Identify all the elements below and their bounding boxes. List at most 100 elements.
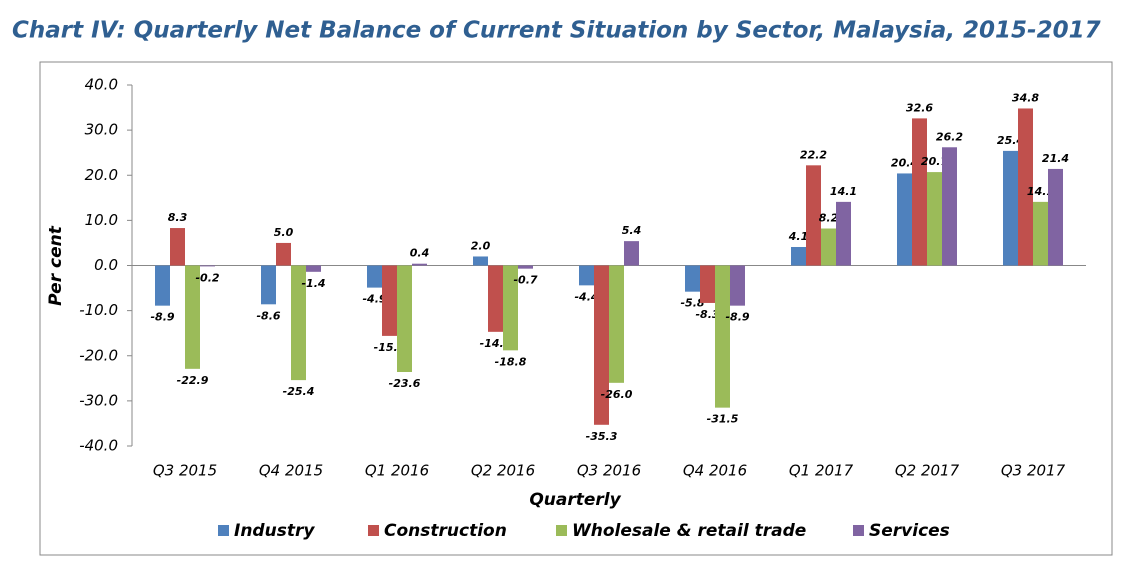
bar	[382, 265, 397, 336]
bar	[594, 265, 609, 425]
value-label: -8.9	[150, 311, 174, 324]
bar	[1048, 168, 1063, 266]
x-tick-label: Q2 2017	[895, 462, 960, 480]
value-label: 21.4	[1042, 152, 1069, 165]
legend-swatch	[368, 525, 379, 536]
x-tick-label: Q1 2016	[365, 462, 429, 480]
bar	[473, 256, 488, 266]
value-label: 8.2	[819, 211, 839, 224]
bar	[503, 265, 518, 351]
legend-label: Construction	[384, 521, 507, 541]
bar	[927, 172, 942, 266]
value-label: -4.4	[574, 290, 598, 303]
value-label: -25.4	[283, 385, 315, 398]
bar	[261, 265, 276, 305]
legend-swatch	[218, 525, 229, 536]
bar	[185, 265, 200, 369]
chart-border	[39, 61, 1113, 556]
value-label: -1.4	[301, 277, 325, 290]
x-tick-label: Q2 2016	[471, 462, 535, 480]
value-label: 0.4	[410, 247, 430, 260]
legend-swatch	[556, 525, 567, 536]
chart-title: Chart IV: Quarterly Net Balance of Curre…	[12, 18, 1101, 44]
bar	[306, 265, 321, 272]
x-tick-label: Q3 2017	[1001, 462, 1066, 480]
bar	[791, 246, 806, 266]
y-tick-label: -10.0	[79, 301, 118, 319]
bar	[624, 241, 639, 266]
bar	[579, 265, 594, 286]
bar	[715, 265, 730, 408]
value-label: -26.0	[601, 388, 633, 401]
y-tick-label: 0.0	[94, 256, 118, 274]
value-label: 14.1	[1027, 185, 1054, 198]
value-label: 4.1	[788, 230, 809, 243]
value-label: 34.8	[1012, 91, 1039, 104]
value-label: 5.0	[274, 226, 294, 239]
bar	[700, 265, 715, 303]
value-label: 22.2	[800, 148, 827, 161]
bar	[397, 265, 412, 372]
bar	[609, 265, 624, 383]
bar	[488, 265, 503, 332]
value-label: -8.6	[256, 309, 280, 322]
bar	[518, 265, 533, 269]
value-label: 32.6	[906, 101, 933, 114]
value-label: 5.4	[622, 224, 642, 237]
value-label: -4.9	[362, 293, 386, 306]
y-tick-label: 30.0	[85, 121, 118, 139]
bar	[200, 265, 215, 267]
value-label: -18.8	[495, 355, 527, 368]
bar	[730, 265, 745, 306]
value-label: 26.2	[936, 130, 963, 143]
x-tick-label: Q3 2016	[577, 462, 641, 480]
y-tick-label: -30.0	[79, 391, 118, 409]
bar	[942, 147, 957, 266]
bar	[291, 265, 306, 381]
value-label: 20.7	[921, 155, 948, 168]
value-label: 8.3	[168, 211, 188, 224]
bar	[912, 118, 927, 266]
x-axis-label: Quarterly	[529, 490, 621, 510]
x-tick-label: Q4 2015	[259, 462, 323, 480]
value-label: -8.9	[725, 311, 749, 324]
bar	[170, 228, 185, 266]
value-label: -31.5	[707, 413, 739, 426]
value-label: -8.3	[695, 308, 719, 321]
y-axis-label: Per cent	[46, 225, 66, 306]
x-tick-label: Q1 2017	[789, 462, 854, 480]
legend-label: Industry	[234, 521, 315, 541]
bar	[367, 265, 382, 288]
value-label: 20.4	[891, 156, 918, 169]
legend-label: Services	[869, 521, 950, 541]
legend-swatch	[853, 525, 864, 536]
value-label: -23.6	[389, 377, 421, 390]
value-label: -22.9	[177, 374, 209, 387]
y-tick-label: -40.0	[79, 437, 118, 455]
bar	[412, 263, 427, 266]
x-tick-label: Q3 2015	[153, 462, 217, 480]
bar	[1018, 108, 1033, 266]
value-label: -35.3	[586, 430, 618, 443]
legend-label: Wholesale & retail trade	[572, 521, 806, 541]
y-tick-label: 20.0	[85, 166, 118, 184]
value-label: -0.2	[195, 271, 219, 284]
value-label: -5.8	[680, 297, 704, 310]
value-label: -0.7	[513, 274, 537, 287]
y-tick-label: -20.0	[79, 346, 118, 364]
bar	[155, 265, 170, 306]
x-tick-label: Q4 2016	[683, 462, 747, 480]
y-tick-label: 40.0	[85, 76, 118, 94]
bar	[276, 242, 291, 266]
bar	[1033, 201, 1048, 266]
value-label: 14.1	[830, 185, 857, 198]
value-label: 25.4	[997, 134, 1024, 147]
bar	[685, 265, 700, 292]
bar	[806, 165, 821, 266]
bar	[836, 201, 851, 266]
bar	[1003, 150, 1018, 266]
bar	[821, 228, 836, 266]
bar	[897, 173, 912, 266]
y-tick-label: 10.0	[85, 211, 118, 229]
